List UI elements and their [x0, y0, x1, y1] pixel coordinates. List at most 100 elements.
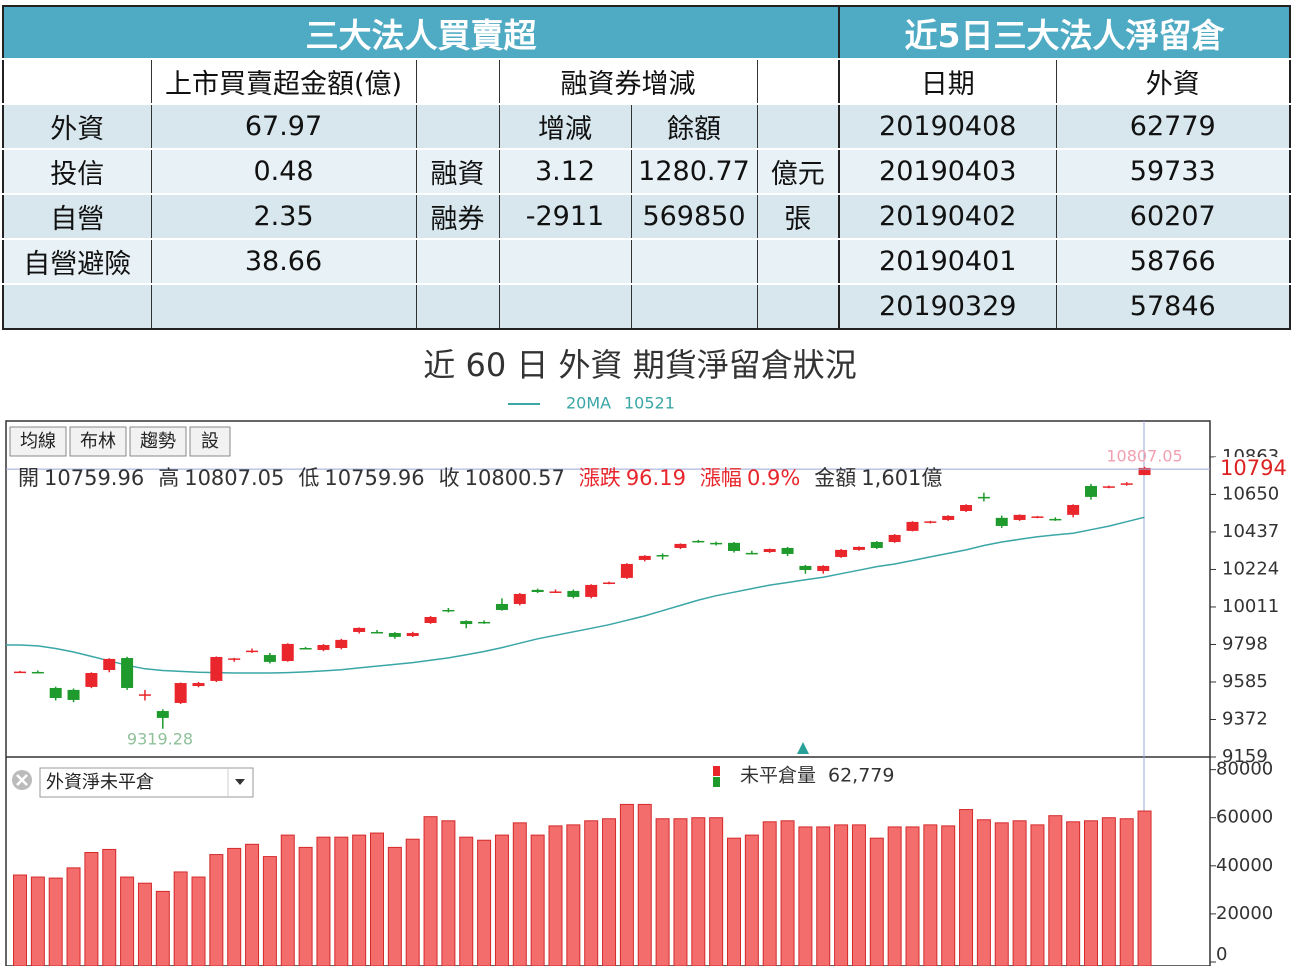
bar	[1012, 820, 1027, 966]
toolbar-button[interactable]	[189, 426, 231, 457]
cell: 67.97	[150, 103, 416, 149]
bar	[298, 846, 313, 966]
bar	[1119, 818, 1134, 966]
cell: 62779	[1055, 103, 1290, 149]
candle-body	[870, 541, 883, 548]
bar	[477, 839, 492, 966]
candle-body	[995, 517, 1008, 526]
info-item: 收	[439, 466, 460, 490]
candle-body	[620, 563, 633, 578]
bar	[13, 874, 27, 966]
dropdown[interactable]	[39, 767, 254, 798]
bar	[66, 867, 81, 966]
y-tick-label: 9372	[1222, 708, 1268, 729]
bar	[1048, 815, 1063, 966]
legend-value: 10521	[624, 394, 675, 413]
bar	[405, 838, 420, 966]
candle-body	[513, 593, 526, 604]
bar	[1066, 821, 1081, 966]
cell: 58766	[1055, 238, 1290, 284]
cell: 億元	[756, 148, 840, 194]
candle-body	[656, 555, 669, 557]
toolbar-button[interactable]	[129, 426, 187, 457]
header: 外資	[1055, 58, 1290, 104]
candle-body	[977, 496, 990, 499]
candle-body	[156, 711, 169, 718]
marker	[797, 742, 809, 754]
bar	[530, 834, 545, 966]
cell: 20190403	[838, 148, 1056, 194]
candle-body	[567, 590, 580, 597]
bar	[834, 824, 849, 966]
toolbar-button[interactable]	[69, 426, 127, 457]
cell: 20190408	[838, 103, 1056, 149]
candle-body	[763, 549, 776, 553]
header: 上市買賣超金額(億)	[150, 58, 416, 104]
bar	[780, 820, 795, 966]
candle-body	[281, 643, 294, 662]
candle-body	[353, 627, 366, 632]
candle-body	[638, 555, 651, 560]
bar	[744, 834, 759, 966]
bar	[191, 876, 206, 966]
y-tick-label: 40000	[1216, 855, 1273, 876]
bar	[548, 825, 563, 966]
cell: 融券	[415, 193, 499, 239]
bar	[798, 826, 813, 966]
cell: -2911	[498, 193, 631, 239]
header: 融資券增減	[498, 58, 757, 104]
info-item: 0.9%	[747, 466, 800, 490]
candle-body	[1013, 514, 1026, 520]
bar	[102, 848, 117, 966]
candle-body	[246, 650, 259, 653]
table-title: 三大法人買賣超	[2, 6, 840, 59]
cell: 20190402	[838, 193, 1056, 239]
candle-body	[371, 631, 383, 634]
cursor-label: 10794	[1220, 456, 1287, 480]
bar	[941, 825, 956, 966]
legend-label: 未平倉量	[740, 765, 816, 787]
candle-body	[906, 521, 919, 531]
cell: 3.12	[498, 148, 631, 194]
cell: 張	[756, 193, 840, 239]
bar	[762, 821, 777, 966]
bar	[245, 843, 260, 966]
candle-body	[1031, 516, 1044, 518]
bar	[48, 877, 63, 966]
bar	[691, 817, 706, 966]
candle-body	[745, 552, 758, 555]
bar	[84, 852, 99, 966]
bar	[370, 832, 384, 966]
cursor-box	[1214, 457, 1294, 482]
candle-body	[31, 671, 44, 674]
bar	[441, 820, 456, 966]
candle-body	[674, 543, 687, 548]
info-item: 低	[298, 466, 319, 490]
bar	[869, 837, 884, 966]
candle-body	[317, 645, 330, 650]
cell: 自營避險	[2, 238, 151, 284]
candle-body	[585, 584, 598, 597]
candle-body	[799, 565, 812, 570]
bar	[512, 822, 527, 966]
candle-body	[942, 515, 955, 520]
y-tick-label: 80000	[1216, 759, 1273, 780]
cell: 0.48	[150, 148, 416, 194]
bar	[816, 826, 831, 966]
bar	[1137, 810, 1152, 966]
bar	[566, 824, 581, 966]
info-item: 漲幅	[700, 466, 742, 490]
bar	[1030, 824, 1045, 966]
candle-body	[710, 542, 723, 545]
bar	[584, 820, 599, 966]
candle-body	[531, 589, 544, 592]
bar	[923, 824, 938, 966]
candle-body	[442, 609, 455, 612]
candle-body	[121, 658, 134, 688]
chart-title: 近 60 日 外資 期貨淨留倉狀況	[423, 346, 857, 384]
toolbar-button[interactable]	[9, 426, 67, 457]
dropdown-arrow	[235, 779, 245, 785]
candle-body	[1049, 518, 1062, 521]
bar	[673, 818, 688, 966]
candle-body	[817, 565, 830, 572]
